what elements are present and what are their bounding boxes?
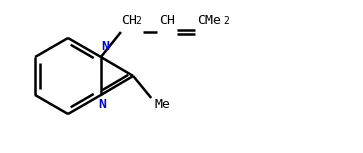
Text: CMe: CMe bbox=[197, 13, 221, 26]
Text: CH: CH bbox=[159, 13, 175, 26]
Text: N: N bbox=[98, 99, 106, 112]
Text: 2: 2 bbox=[135, 16, 141, 26]
Text: 2: 2 bbox=[223, 16, 229, 26]
Text: Me: Me bbox=[154, 97, 170, 110]
Text: N: N bbox=[101, 41, 109, 54]
Text: CH: CH bbox=[121, 13, 137, 26]
